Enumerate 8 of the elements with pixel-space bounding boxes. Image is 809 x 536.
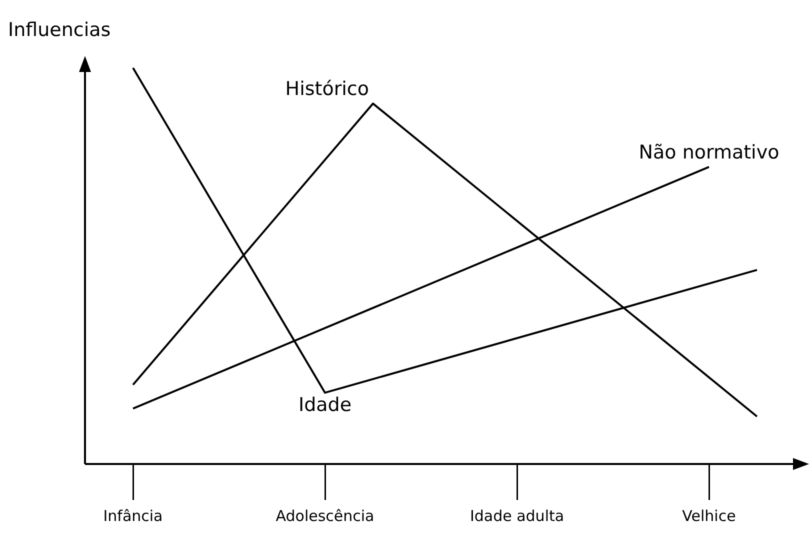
x-tick-label: Adolescência [276, 506, 374, 525]
x-tick-label: Velhice [682, 506, 736, 525]
series-label: Histórico [285, 78, 369, 100]
series-label: Idade [298, 394, 352, 416]
x-tick-label: Idade adulta [470, 506, 564, 525]
x-tick-label: Infância [103, 506, 163, 525]
y-axis-title: Influencias [8, 19, 111, 41]
series-label: Não normativo [638, 141, 780, 164]
